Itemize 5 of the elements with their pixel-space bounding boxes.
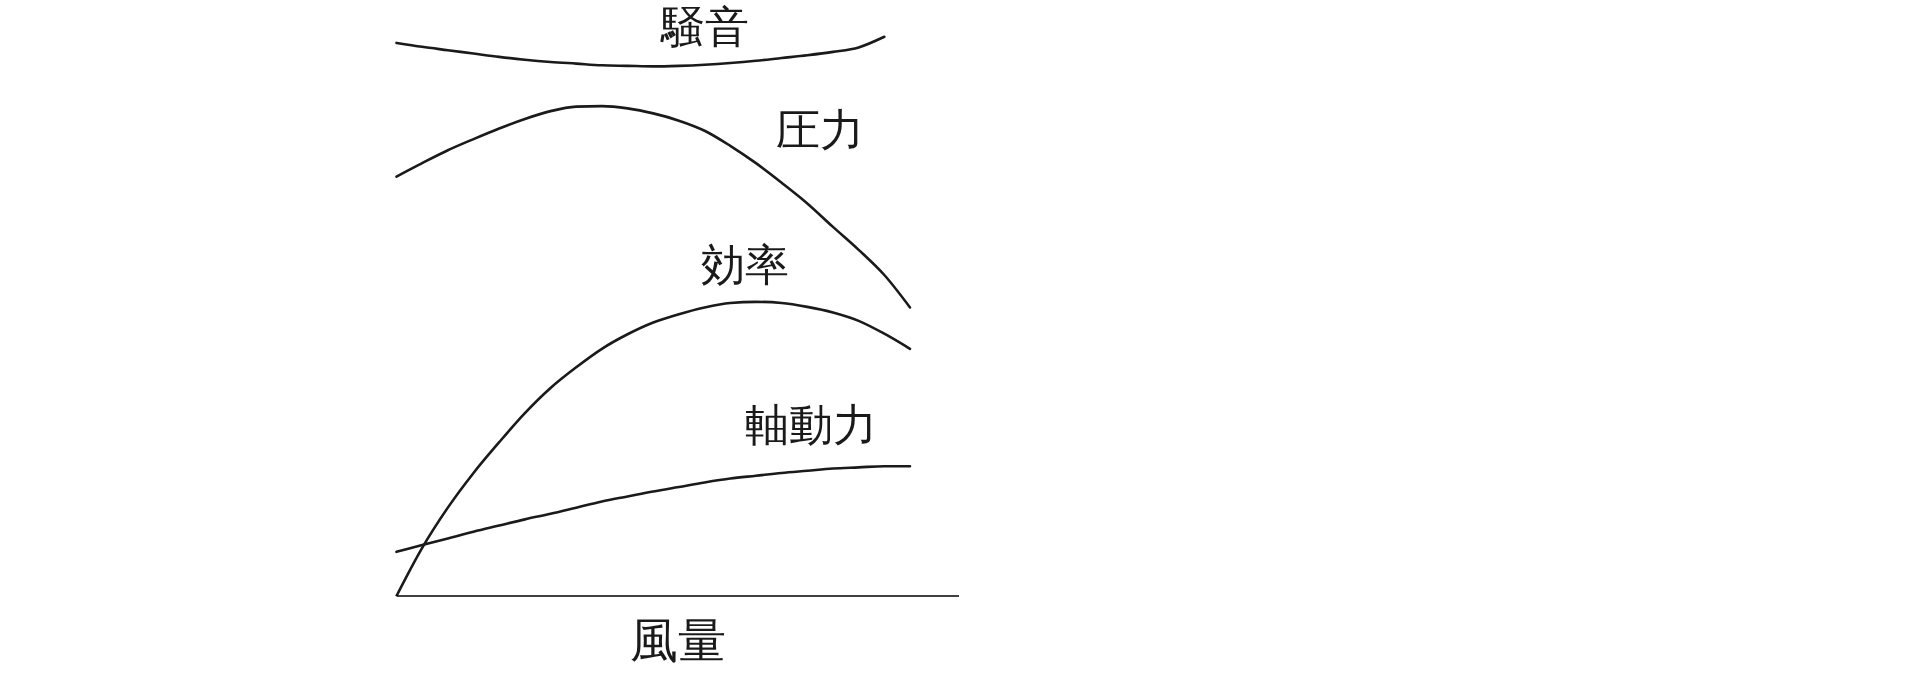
x-axis-title: 風量: [629, 613, 726, 667]
series-label: 効率: [700, 240, 789, 290]
series-label: 圧力: [776, 105, 865, 155]
series-label: 軸動力: [745, 400, 878, 450]
series-label: 騒音: [659, 2, 749, 52]
